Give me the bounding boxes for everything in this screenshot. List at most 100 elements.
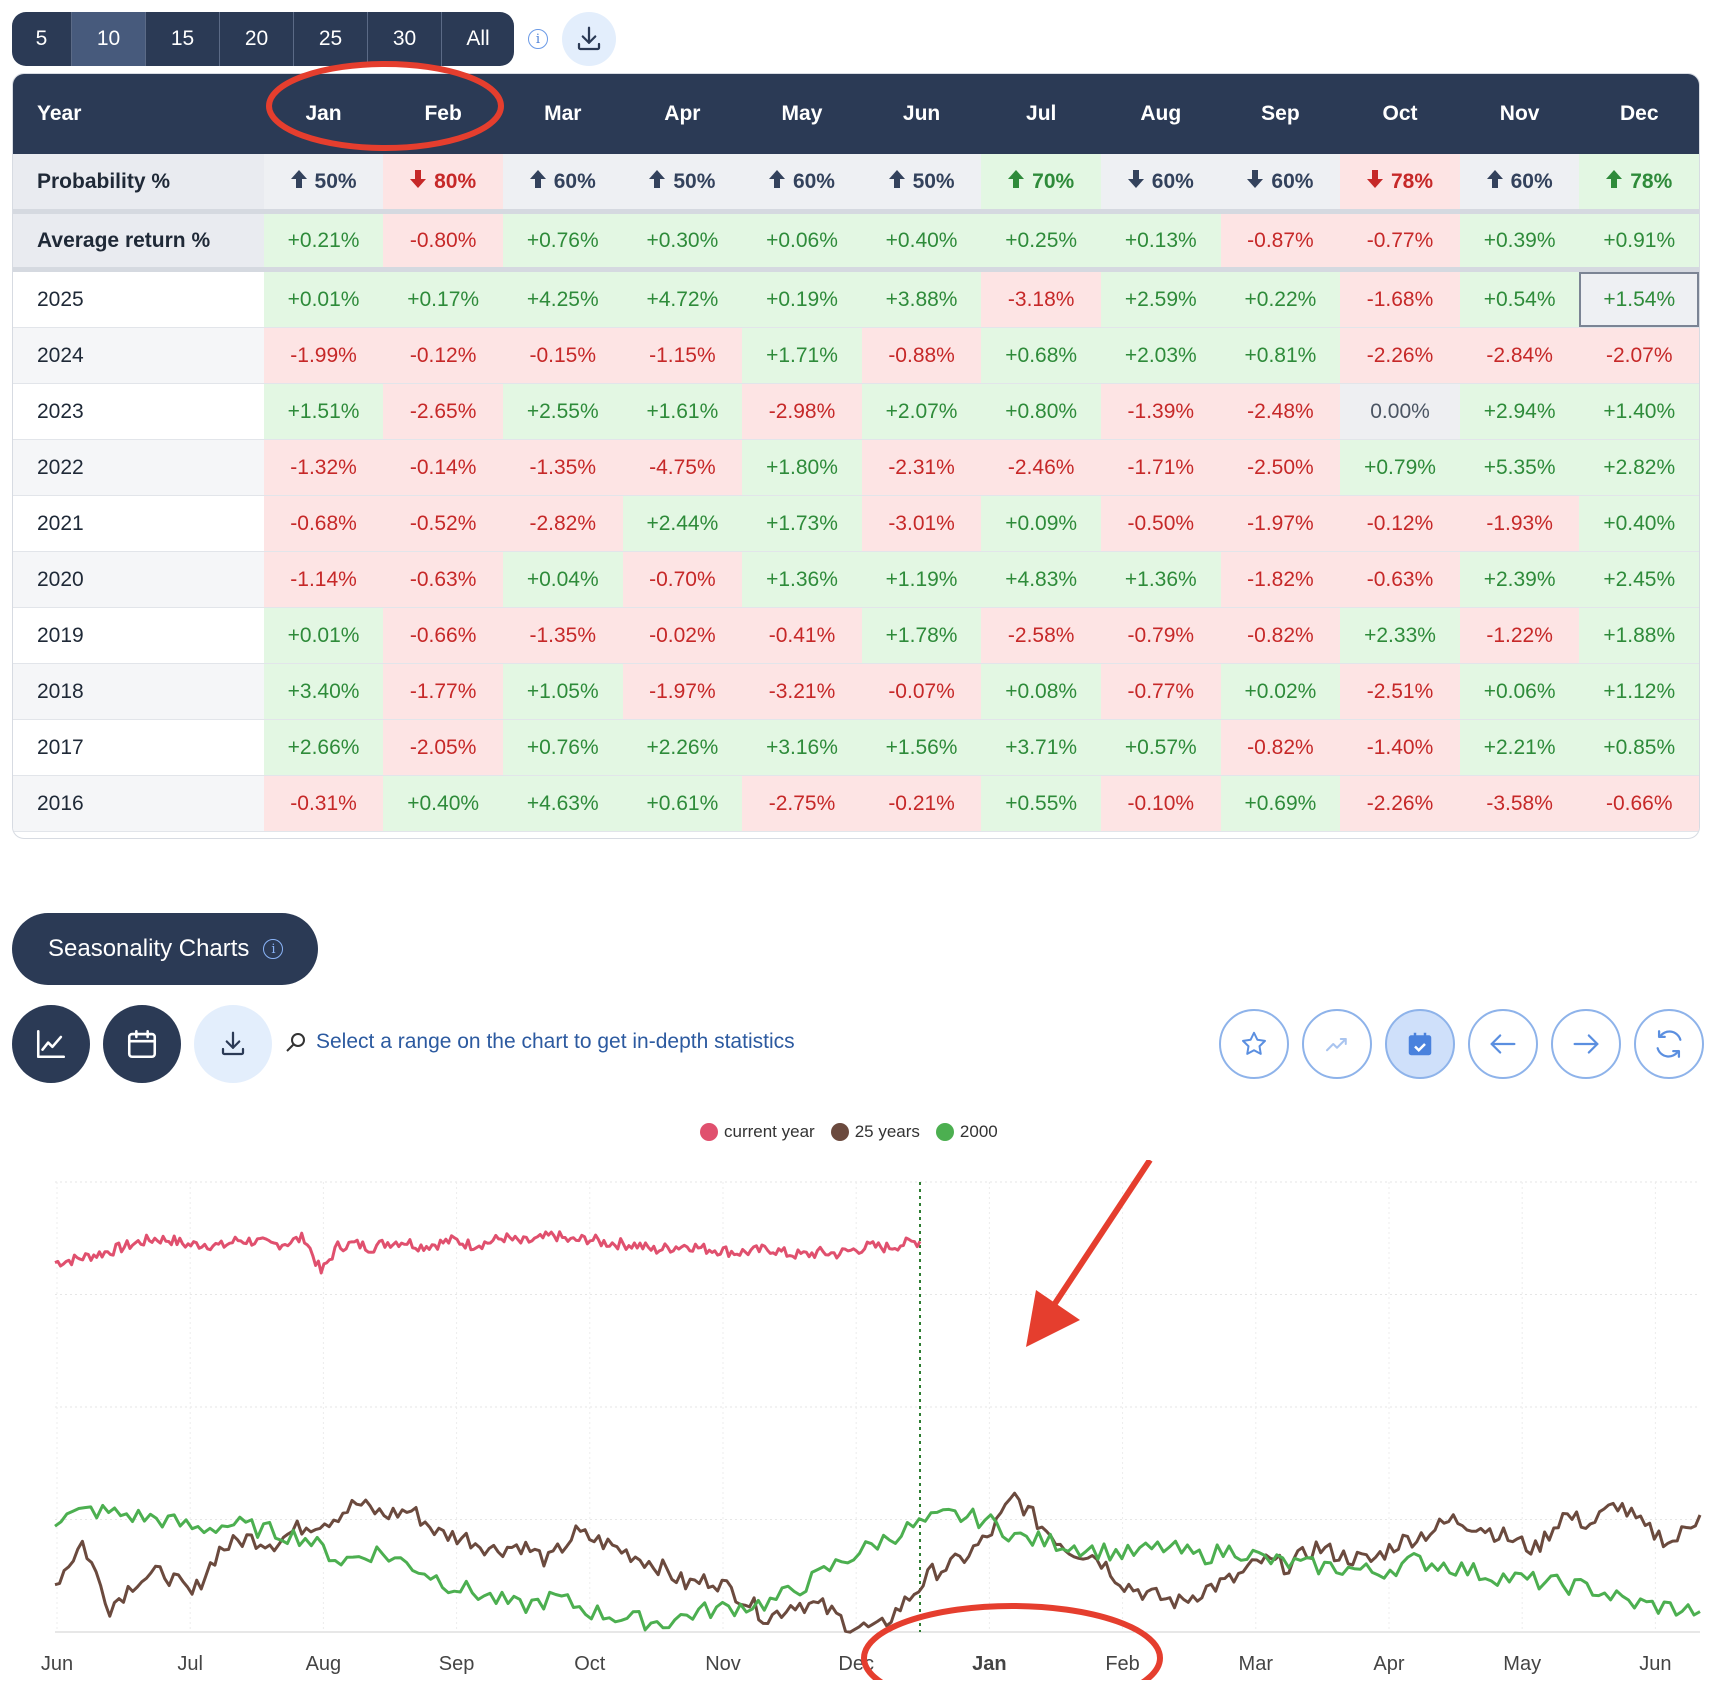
return-cell[interactable]: +2.59% [1101,272,1221,327]
return-cell[interactable]: -1.40% [1340,720,1460,775]
return-cell[interactable]: +4.83% [981,552,1101,607]
previous-button[interactable] [1468,1009,1538,1079]
period-5-button[interactable]: 5 [12,12,72,66]
return-cell[interactable]: +0.69% [1220,776,1341,831]
return-cell[interactable]: +3.88% [861,272,982,327]
period-15-button[interactable]: 15 [146,12,220,66]
return-cell[interactable]: -1.71% [1101,440,1221,495]
return-cell[interactable]: +2.39% [1459,552,1580,607]
return-cell[interactable]: -2.84% [1459,328,1580,383]
return-cell[interactable]: -0.12% [383,328,503,383]
return-cell[interactable]: -2.65% [383,384,503,439]
return-cell[interactable]: -2.46% [981,440,1101,495]
return-cell[interactable]: -2.58% [981,608,1101,663]
return-cell[interactable]: -3.18% [981,272,1101,327]
return-cell[interactable]: -0.68% [263,496,384,551]
return-cell[interactable]: +1.51% [263,384,384,439]
return-cell[interactable]: -0.66% [1579,776,1699,831]
return-cell[interactable]: -1.97% [622,664,743,719]
return-cell[interactable]: -0.02% [622,608,743,663]
return-cell[interactable]: +5.35% [1459,440,1580,495]
return-cell[interactable]: +1.88% [1579,608,1699,663]
period-10-button[interactable]: 10 [72,12,146,66]
return-cell[interactable]: -1.97% [1220,496,1341,551]
legend-current-year[interactable]: current year [700,1122,815,1142]
calendar-view-button[interactable] [103,1005,181,1083]
return-cell[interactable]: +0.81% [1220,328,1341,383]
return-cell[interactable]: +0.01% [263,608,384,663]
legend-25-years[interactable]: 25 years [830,1122,920,1142]
return-cell[interactable]: +1.54% [1579,272,1699,327]
return-cell[interactable]: -2.50% [1220,440,1341,495]
return-cell[interactable]: +0.55% [981,776,1101,831]
return-cell[interactable]: -0.21% [861,776,982,831]
next-button[interactable] [1551,1009,1621,1079]
return-cell[interactable]: +0.19% [742,272,862,327]
return-cell[interactable]: -4.75% [622,440,743,495]
return-cell[interactable]: +1.40% [1579,384,1699,439]
return-cell[interactable]: +1.71% [742,328,862,383]
return-cell[interactable]: -0.82% [1220,608,1341,663]
return-cell[interactable]: +2.26% [622,720,743,775]
trend-button[interactable] [1302,1009,1372,1079]
return-cell[interactable]: +0.79% [1340,440,1460,495]
return-cell[interactable]: -0.12% [1340,496,1460,551]
return-cell[interactable]: -0.66% [383,608,503,663]
return-cell[interactable]: +0.40% [1579,496,1699,551]
return-cell[interactable]: +2.55% [502,384,623,439]
return-cell[interactable]: -0.10% [1101,776,1221,831]
return-cell[interactable]: +1.36% [742,552,862,607]
favorite-button[interactable] [1219,1009,1289,1079]
return-cell[interactable]: +3.16% [742,720,862,775]
info-icon[interactable]: i [263,939,284,959]
legend-2000[interactable]: 2000 [935,1122,998,1142]
period-20-button[interactable]: 20 [220,12,294,66]
return-cell[interactable]: -0.63% [383,552,503,607]
return-cell[interactable]: -1.32% [263,440,384,495]
return-cell[interactable]: +0.06% [1459,664,1580,719]
return-cell[interactable]: +4.25% [502,272,623,327]
return-cell[interactable]: +0.01% [263,272,384,327]
return-cell[interactable]: +0.17% [383,272,503,327]
info-icon[interactable]: i [528,29,548,49]
return-cell[interactable]: -0.31% [263,776,384,831]
return-cell[interactable]: +1.19% [861,552,982,607]
return-cell[interactable]: -0.41% [742,608,862,663]
return-cell[interactable]: -1.68% [1340,272,1460,327]
return-cell[interactable]: +0.22% [1220,272,1341,327]
return-cell[interactable]: +4.63% [502,776,623,831]
return-cell[interactable]: -1.14% [263,552,384,607]
return-cell[interactable]: -2.05% [383,720,503,775]
seasonality-chart[interactable]: Jun Jul Aug Sep Oct Nov Dec Jan Feb Mar Apr May Jun [0,1160,1714,1680]
return-cell[interactable]: -2.26% [1340,328,1460,383]
return-cell[interactable]: +0.54% [1459,272,1580,327]
return-cell[interactable]: +1.05% [502,664,623,719]
return-cell[interactable]: +0.85% [1579,720,1699,775]
return-cell[interactable]: +0.61% [622,776,743,831]
return-cell[interactable]: -0.52% [383,496,503,551]
return-cell[interactable]: +1.78% [861,608,982,663]
return-cell[interactable]: -1.35% [502,440,623,495]
return-cell[interactable]: +3.40% [263,664,384,719]
return-cell[interactable]: +0.40% [383,776,503,831]
return-cell[interactable]: +2.07% [861,384,982,439]
return-cell[interactable]: -1.39% [1101,384,1221,439]
return-cell[interactable]: -3.21% [742,664,862,719]
return-cell[interactable]: +0.57% [1101,720,1221,775]
return-cell[interactable]: -2.07% [1579,328,1699,383]
return-cell[interactable]: -0.82% [1220,720,1341,775]
return-cell[interactable]: -0.50% [1101,496,1221,551]
return-cell[interactable]: +1.61% [622,384,743,439]
return-cell[interactable]: -0.63% [1340,552,1460,607]
period-30-button[interactable]: 30 [368,12,442,66]
period-all-button[interactable]: All [466,27,490,50]
return-cell[interactable]: +0.09% [981,496,1101,551]
return-cell[interactable]: +2.33% [1340,608,1460,663]
return-cell[interactable]: -1.82% [1220,552,1341,607]
return-cell[interactable]: -0.79% [1101,608,1221,663]
refresh-button[interactable] [1634,1009,1704,1079]
seasonality-charts-tab[interactable]: Seasonality Charts i [12,913,318,985]
return-cell[interactable]: -2.26% [1340,776,1460,831]
return-cell[interactable]: +0.04% [502,552,623,607]
calendar-select-button[interactable] [1385,1009,1455,1079]
